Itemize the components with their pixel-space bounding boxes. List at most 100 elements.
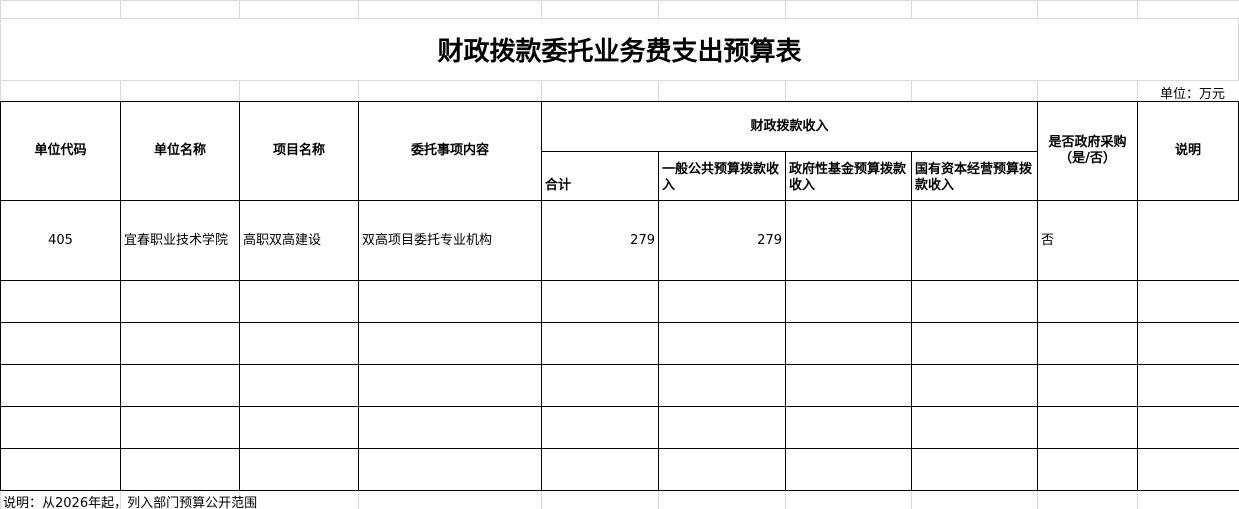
cell-gov-fund[interactable] [785,200,912,281]
empty-cell[interactable] [239,406,359,449]
header-unit-name: 单位名称 [120,101,240,201]
cell-unit-name[interactable]: 宜春职业技术学院 [120,200,240,281]
gridline [120,490,121,509]
empty-cell[interactable] [1037,322,1138,365]
header-gov-fund: 政府性基金预算拨款收入 [785,151,912,201]
empty-cell[interactable] [1137,280,1239,323]
empty-cell[interactable] [658,406,786,449]
gridline [785,490,786,509]
empty-cell[interactable] [358,448,542,491]
gridline [0,80,1239,81]
gridline [120,0,121,18]
gridline [911,80,912,101]
empty-cell[interactable] [541,280,659,323]
header-gov-procurement: 是否政府采购（是/否） [1037,101,1138,201]
header-entrust-content: 委托事项内容 [358,101,542,201]
gridline [541,0,542,18]
empty-cell[interactable] [658,448,786,491]
gridline [658,0,659,18]
empty-cell[interactable] [541,322,659,365]
cell-state-capital[interactable] [911,200,1038,281]
gridline [785,0,786,18]
header-general-budget: 一般公共预算拨款收入 [658,151,786,201]
empty-cell[interactable] [785,406,912,449]
gridline [120,80,121,101]
gridline [541,80,542,101]
empty-cell[interactable] [358,406,542,449]
empty-cell[interactable] [911,406,1038,449]
cell-total[interactable]: 279 [541,200,659,281]
empty-cell[interactable] [1137,364,1239,407]
gridline [1137,0,1138,18]
empty-cell[interactable] [1137,322,1239,365]
gridline [0,0,1,18]
unit-label: 单位：万元 [1159,87,1225,102]
header-state-capital: 国有资本经营预算拨款收入 [911,151,1038,201]
gridline [785,80,786,101]
gridline [239,80,240,101]
empty-cell[interactable] [120,322,240,365]
empty-cell[interactable] [120,364,240,407]
gridline [1137,80,1138,101]
empty-cell[interactable] [239,322,359,365]
page-title: 财政拨款委托业务费支出预算表 [437,36,802,67]
empty-cell[interactable] [911,322,1038,365]
empty-cell[interactable] [239,280,359,323]
empty-cell[interactable] [541,364,659,407]
empty-cell[interactable] [1037,280,1138,323]
empty-cell[interactable] [0,406,121,449]
empty-cell[interactable] [358,364,542,407]
header-project-name: 项目名称 [239,101,359,201]
empty-cell[interactable] [239,364,359,407]
empty-cell[interactable] [911,280,1038,323]
gridline [911,0,912,18]
cell-unit-code[interactable]: 405 [0,200,121,281]
empty-cell[interactable] [541,406,659,449]
empty-cell[interactable] [120,280,240,323]
header-unit-code: 单位代码 [0,101,121,201]
empty-cell[interactable] [1137,448,1239,491]
gridline [358,490,359,509]
empty-cell[interactable] [239,448,359,491]
empty-cell[interactable] [658,364,786,407]
empty-cell[interactable] [541,448,659,491]
gridline [0,490,1,509]
empty-cell[interactable] [1137,406,1239,449]
gridline [1037,490,1038,509]
cell-project-name[interactable]: 高职双高建设 [239,200,359,281]
empty-cell[interactable] [358,280,542,323]
empty-cell[interactable] [0,322,121,365]
empty-cell[interactable] [785,322,912,365]
empty-cell[interactable] [120,448,240,491]
empty-cell[interactable] [0,448,121,491]
empty-cell[interactable] [658,280,786,323]
empty-cell[interactable] [0,280,121,323]
cell-gov-procurement[interactable]: 否 [1037,200,1138,281]
empty-cell[interactable] [785,448,912,491]
gridline [0,18,1239,19]
empty-cell[interactable] [911,448,1038,491]
empty-cell[interactable] [911,364,1038,407]
empty-cell[interactable] [0,364,121,407]
empty-cell[interactable] [358,322,542,365]
empty-cell[interactable] [120,406,240,449]
cell-remark[interactable] [1137,200,1239,281]
empty-cell[interactable] [785,280,912,323]
empty-cell[interactable] [1037,406,1138,449]
gridline [239,490,240,509]
empty-cell[interactable] [785,364,912,407]
header-fiscal-income: 财政拨款收入 [541,101,1038,152]
header-total: 合计 [541,151,659,201]
gridline [658,490,659,509]
gridline [358,80,359,101]
empty-cell[interactable] [1037,364,1138,407]
empty-cell[interactable] [1037,448,1138,491]
gridline [0,18,1,80]
cell-entrust-content[interactable]: 双高项目委托专业机构 [358,200,542,281]
gridline [1037,0,1038,18]
gridline [911,490,912,509]
empty-cell[interactable] [658,322,786,365]
cell-general-budget[interactable]: 279 [658,200,786,281]
gridline [1137,490,1138,509]
